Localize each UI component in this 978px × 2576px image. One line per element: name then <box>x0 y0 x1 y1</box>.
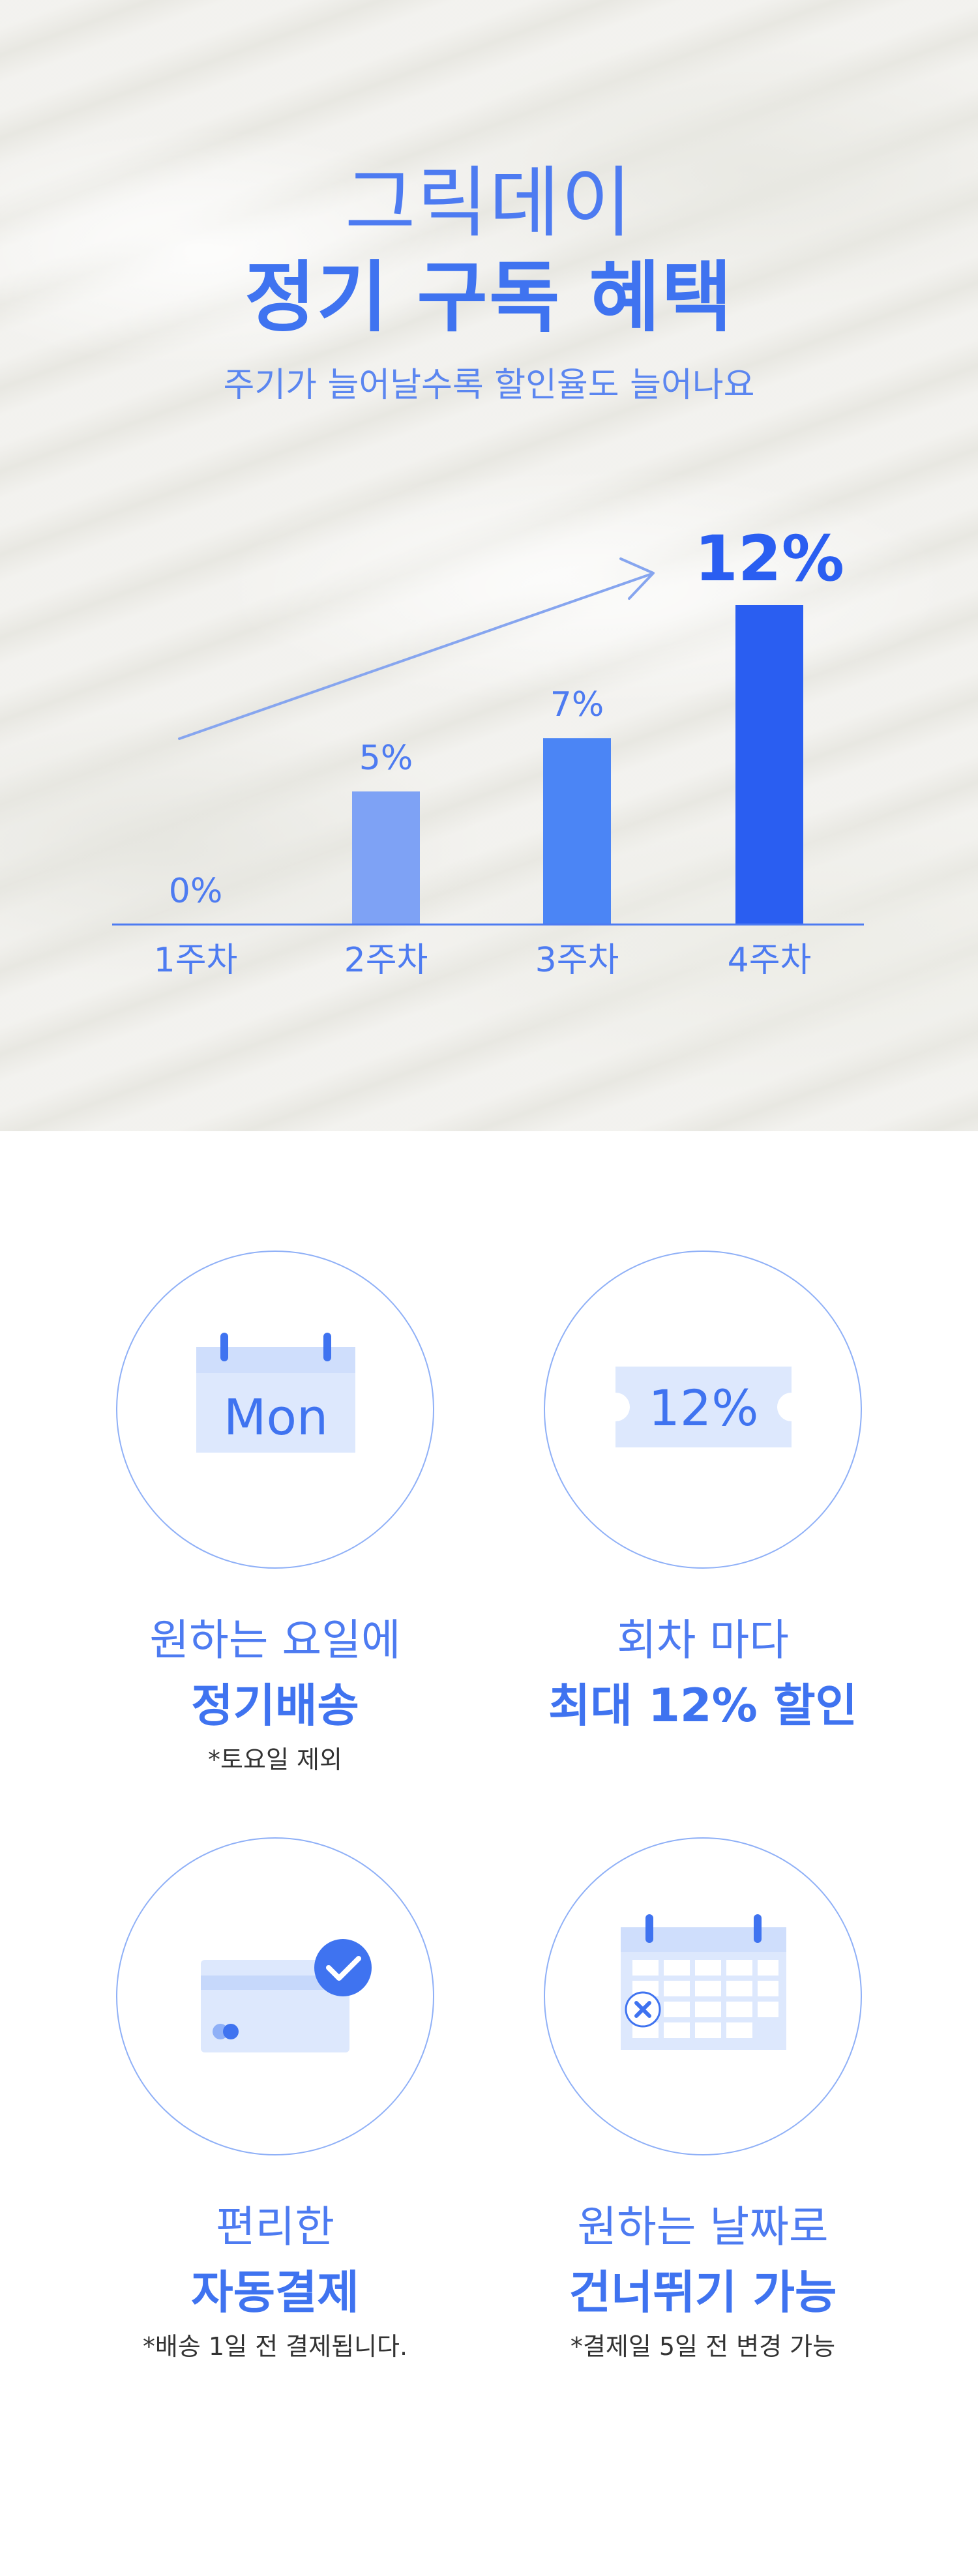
feature-title-skip: 원하는 날짜로 <box>577 2202 829 2252</box>
calendar-skip-icon <box>621 1914 786 2050</box>
page-subtitle: 주기가 늘어날수록 할인율도 늘어나요 <box>223 366 755 405</box>
feature-circle-weekday: Mon <box>116 1251 434 1569</box>
feature-strong-discount: 최대 12% 할인 <box>548 1679 857 1732</box>
feature-title-weekday: 원하는 요일에 <box>149 1615 401 1665</box>
bar-value-label-2: 5% <box>359 739 413 778</box>
feature-title-discount: 회차 마다 <box>617 1615 789 1665</box>
feature-strong-skip: 건너뛰기 가능 <box>569 2266 837 2319</box>
page-title: 정기 구독 혜택 <box>244 252 734 342</box>
trend-arrow-icon <box>178 557 655 740</box>
category-label-3: 3주차 <box>535 941 619 980</box>
coupon-percent-text: 12% <box>649 1379 759 1437</box>
feature-strong-weekday: 정기배송 <box>191 1679 359 1732</box>
bar-2 <box>352 791 420 925</box>
feature-circle-discount: 12% <box>544 1251 862 1569</box>
bar-value-label-3: 7% <box>550 685 604 724</box>
calendar-day-text: Mon <box>224 1388 328 1446</box>
brand-title: 그릭데이 <box>344 158 634 248</box>
category-label-2: 2주차 <box>344 941 428 980</box>
feature-strong-autopay: 자동결제 <box>191 2266 359 2319</box>
hero-section: 그릭데이 정기 구독 혜택 주기가 늘어날수록 할인율도 늘어나요 0% 1주차 5… <box>0 0 978 1131</box>
bar-value-label-4: 12% <box>694 522 844 595</box>
bar-4 <box>735 605 803 925</box>
coupon-icon: 12% <box>615 1367 792 1447</box>
calendar-mon-icon: Mon <box>196 1333 355 1453</box>
feature-title-autopay: 편리한 <box>215 2202 335 2252</box>
feature-note-skip: *결제일 5일 전 변경 가능 <box>570 2332 836 2361</box>
discount-bar-chart: 0% 1주차 5% 2주차 7% 3주차 12% 4주차 <box>112 522 864 980</box>
feature-note-weekday: *토요일 제외 <box>208 1745 342 1774</box>
feature-circle-autopay <box>116 1837 434 2155</box>
bar-value-label-1: 0% <box>169 872 223 911</box>
bar-3 <box>543 738 611 925</box>
category-label-4: 4주차 <box>728 941 812 980</box>
credit-card-check-icon <box>201 1939 372 2052</box>
feature-circle-skip <box>544 1837 862 2155</box>
feature-note-autopay: *배송 1일 전 결제됩니다. <box>142 2332 408 2361</box>
category-label-1: 1주차 <box>154 941 238 980</box>
